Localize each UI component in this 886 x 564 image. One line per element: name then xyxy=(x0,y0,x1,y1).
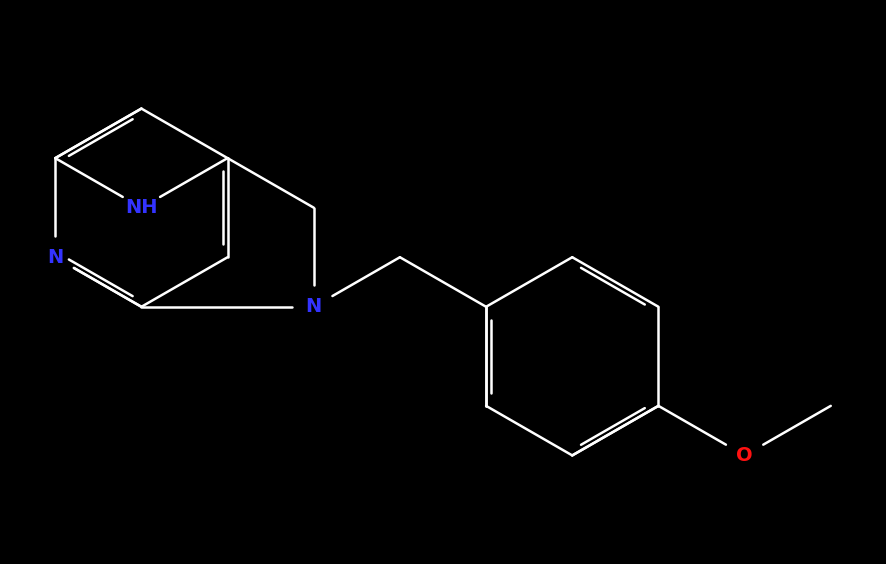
Text: N: N xyxy=(306,297,322,316)
Text: NH: NH xyxy=(125,198,158,217)
Text: O: O xyxy=(736,446,753,465)
Text: N: N xyxy=(47,248,64,267)
